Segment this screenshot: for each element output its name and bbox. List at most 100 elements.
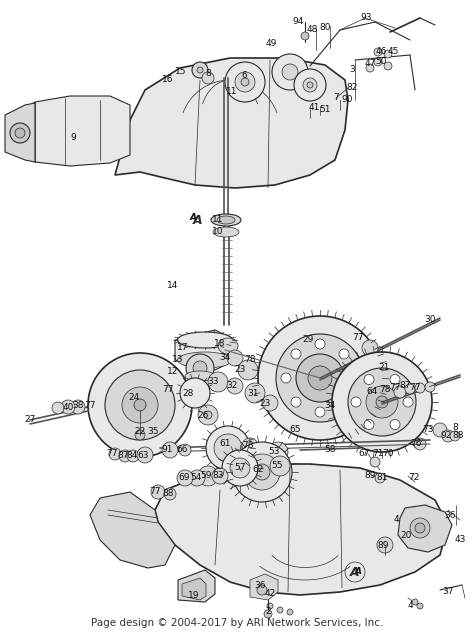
Circle shape [52, 402, 64, 414]
Text: 89: 89 [364, 471, 376, 480]
Circle shape [119, 450, 131, 462]
Text: 28: 28 [182, 389, 194, 398]
Circle shape [277, 607, 283, 613]
Text: 88: 88 [452, 432, 464, 441]
Text: 81: 81 [376, 473, 388, 482]
Text: 32: 32 [226, 382, 237, 391]
Circle shape [315, 339, 325, 349]
Circle shape [208, 372, 228, 392]
Text: 37: 37 [442, 588, 454, 597]
Circle shape [414, 438, 426, 450]
Circle shape [162, 442, 178, 458]
Circle shape [377, 537, 393, 553]
Circle shape [417, 603, 423, 609]
Circle shape [137, 447, 153, 463]
Circle shape [394, 386, 406, 398]
Circle shape [71, 400, 85, 414]
Circle shape [15, 128, 25, 138]
Text: 87: 87 [117, 451, 129, 461]
Text: 53: 53 [268, 447, 280, 456]
Circle shape [241, 78, 249, 86]
Circle shape [164, 488, 176, 500]
Text: 24: 24 [128, 394, 140, 403]
Circle shape [177, 470, 193, 486]
Circle shape [204, 411, 212, 419]
Text: 67: 67 [358, 449, 370, 458]
Circle shape [308, 366, 332, 390]
Text: 47: 47 [365, 59, 376, 68]
Text: 18: 18 [214, 339, 226, 348]
Circle shape [364, 375, 374, 384]
Circle shape [264, 610, 272, 618]
Text: 15: 15 [175, 68, 187, 76]
Circle shape [390, 420, 400, 430]
Circle shape [235, 72, 255, 92]
Circle shape [349, 373, 359, 383]
Text: 31: 31 [247, 389, 259, 398]
Text: A: A [355, 568, 362, 576]
Text: 43: 43 [454, 535, 465, 545]
Text: 92: 92 [440, 432, 452, 441]
Text: 16: 16 [162, 75, 174, 85]
Text: 73: 73 [422, 425, 434, 435]
Polygon shape [250, 574, 278, 600]
Text: 36: 36 [254, 581, 266, 590]
Circle shape [197, 67, 203, 73]
Circle shape [384, 50, 392, 58]
Text: 78: 78 [242, 442, 254, 451]
Text: 54: 54 [191, 473, 202, 482]
Circle shape [267, 603, 273, 609]
Ellipse shape [217, 216, 235, 224]
Circle shape [370, 457, 380, 467]
Circle shape [374, 48, 382, 56]
Text: 57: 57 [234, 463, 246, 473]
Polygon shape [5, 103, 35, 162]
Circle shape [351, 397, 361, 407]
Text: 91: 91 [161, 446, 173, 454]
Circle shape [412, 599, 418, 605]
Circle shape [105, 370, 175, 440]
Text: 20: 20 [401, 530, 412, 540]
Circle shape [244, 454, 280, 490]
Text: 58: 58 [324, 446, 336, 454]
Circle shape [198, 405, 218, 425]
Text: 49: 49 [265, 39, 277, 49]
Text: 69: 69 [178, 473, 190, 482]
Circle shape [410, 518, 430, 538]
Text: 77: 77 [106, 449, 118, 458]
Text: 77: 77 [162, 386, 174, 394]
Circle shape [189, 470, 205, 486]
Circle shape [339, 349, 349, 359]
Ellipse shape [177, 352, 233, 368]
Circle shape [245, 383, 265, 403]
Text: 17: 17 [177, 344, 189, 353]
Text: 59: 59 [200, 471, 212, 480]
Text: 2: 2 [265, 607, 271, 616]
Text: 77: 77 [409, 384, 421, 392]
Polygon shape [398, 505, 452, 552]
Circle shape [180, 378, 210, 408]
Circle shape [134, 399, 146, 411]
Circle shape [339, 397, 349, 407]
Circle shape [390, 375, 400, 384]
Text: 62: 62 [252, 466, 264, 475]
Text: 88: 88 [162, 490, 174, 499]
Circle shape [294, 69, 326, 101]
Circle shape [425, 382, 435, 392]
Text: 30: 30 [424, 315, 436, 324]
Circle shape [303, 78, 317, 92]
Text: 76: 76 [410, 439, 422, 449]
Text: 83: 83 [212, 471, 224, 480]
Text: 22: 22 [134, 427, 146, 437]
Text: 3: 3 [349, 66, 355, 75]
Circle shape [376, 396, 388, 408]
Polygon shape [182, 578, 206, 600]
Text: 9: 9 [70, 133, 76, 142]
Circle shape [364, 420, 374, 430]
Circle shape [198, 466, 218, 486]
Circle shape [405, 384, 415, 394]
Polygon shape [10, 96, 130, 166]
Text: 14: 14 [167, 281, 179, 289]
Text: 21: 21 [378, 363, 390, 372]
Text: 78: 78 [379, 386, 391, 394]
